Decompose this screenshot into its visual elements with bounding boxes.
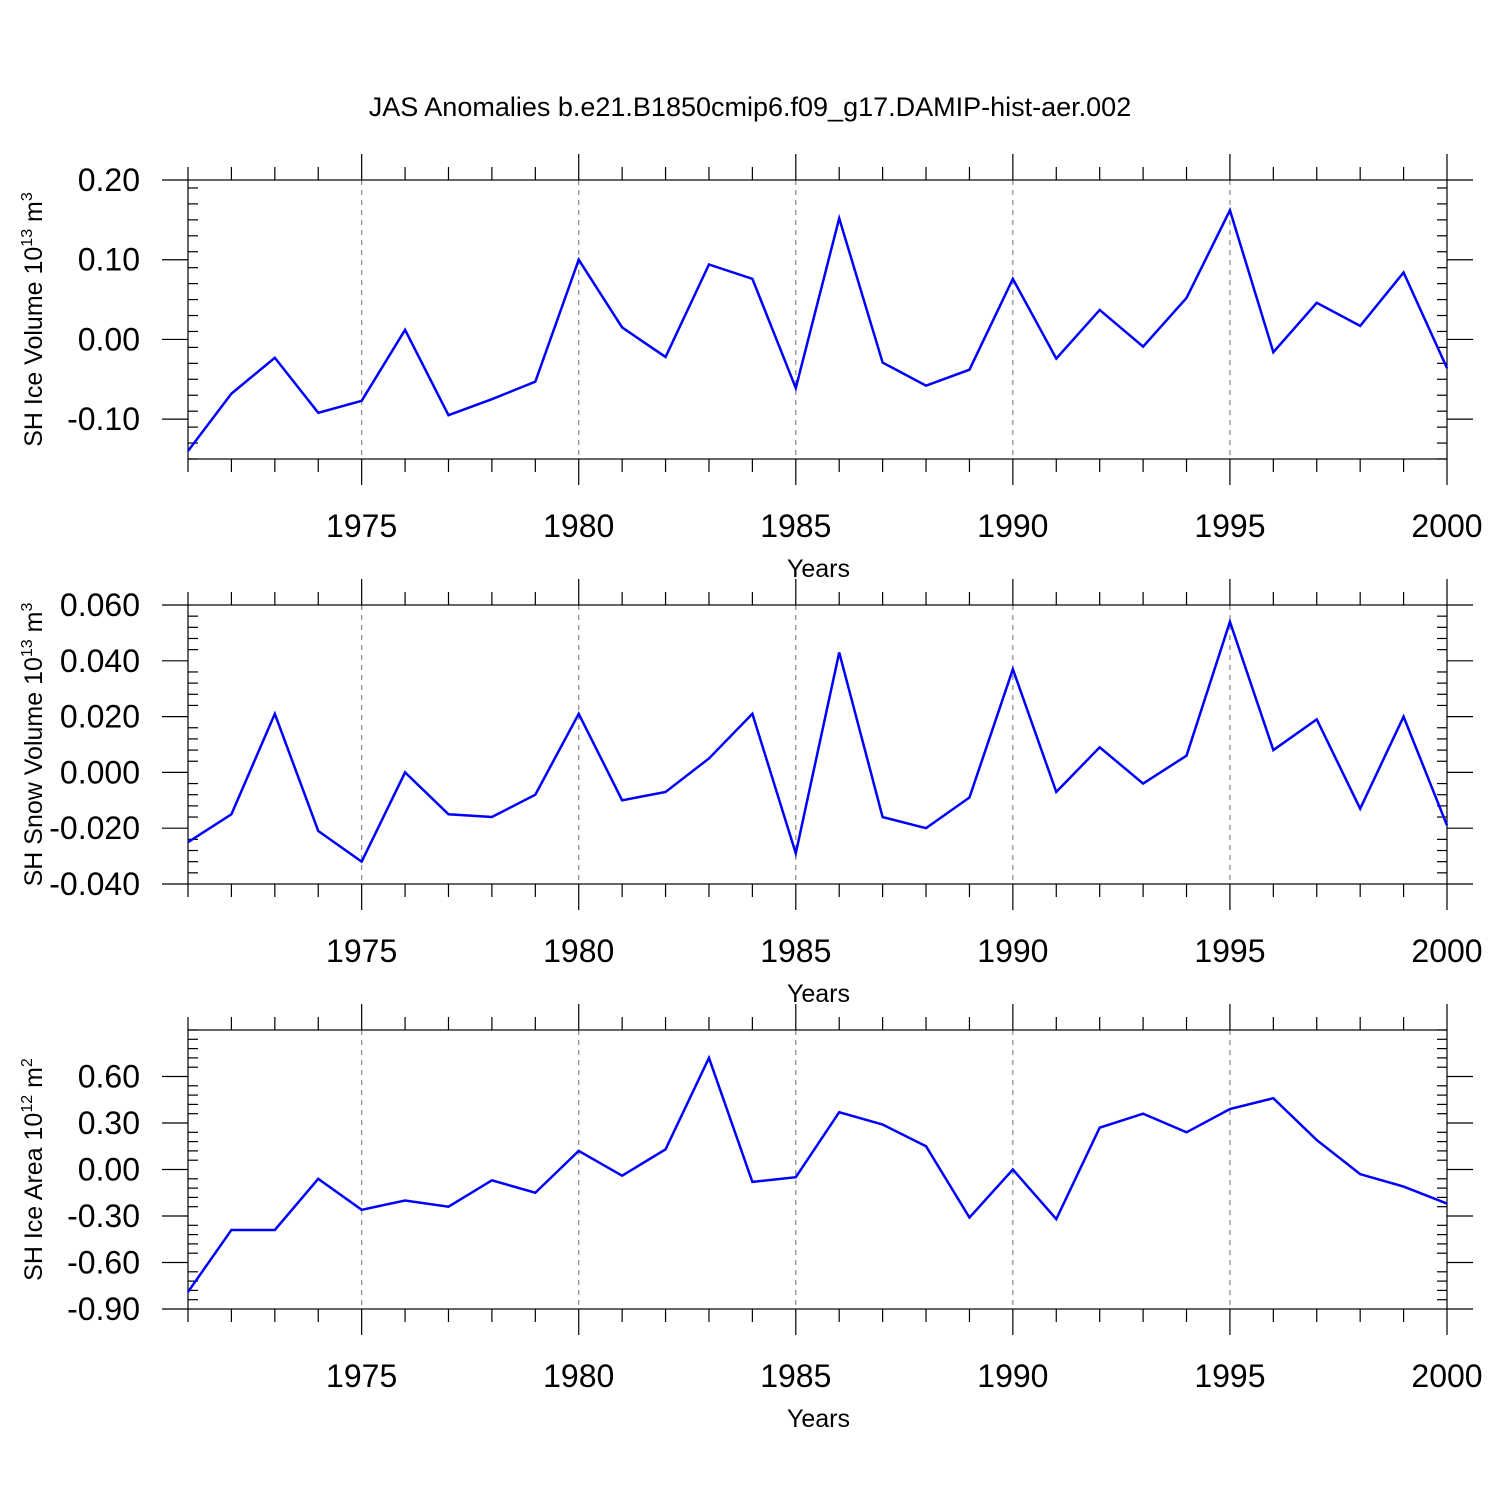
panel-ice-volume: 0.20 0.10 0.00 -0.10 1975 1980 1985 1990 1995 200… — [19, 154, 1483, 583]
y-tick-label: 0.060 — [60, 587, 140, 623]
y-tick-label: -0.60 — [67, 1245, 140, 1281]
y-axis-label: SH Ice Area 1012 m2 — [19, 1058, 48, 1281]
x-tick-label: 1995 — [1194, 508, 1265, 544]
x-tick-label: 1980 — [543, 933, 614, 969]
x-tick-label: 2000 — [1411, 1358, 1482, 1394]
x-tick-label: 2000 — [1411, 508, 1482, 544]
panels: 0.20 0.10 0.00 -0.10 1975 1980 1985 1990 1995 200… — [19, 154, 1483, 1433]
y-tick-label: 0.60 — [78, 1059, 140, 1095]
x-tick-label: 1985 — [760, 1358, 831, 1394]
x-axis-label: Years — [787, 555, 850, 583]
x-tick-label: 1995 — [1194, 1358, 1265, 1394]
y-axis-label-unit: m — [20, 1067, 48, 1095]
y-tick-label: 0.020 — [60, 699, 140, 735]
y-tick-label: 0.040 — [60, 643, 140, 679]
y-axis-label-unit-exponent: 2 — [19, 1058, 36, 1067]
x-tick-label: 1975 — [326, 1358, 397, 1394]
y-axis-label-base: SH Ice Volume 10 — [20, 247, 48, 447]
y-tick-label: -0.040 — [49, 866, 140, 902]
plot-frame — [187, 604, 1448, 885]
x-tick-label: 2000 — [1411, 933, 1482, 969]
panel-ice-area: 0.60 0.30 0.00 -0.30 -0.60 -0.90 1975 1980 1985 1… — [19, 1004, 1483, 1433]
x-tick-label: 1990 — [977, 933, 1048, 969]
y-tick-label: 0.30 — [78, 1105, 140, 1141]
y-axis-label-exponent: 13 — [19, 229, 36, 247]
x-tick-label: 1990 — [977, 508, 1048, 544]
y-tick-label: 0.000 — [60, 754, 140, 790]
y-axis-label-base: SH Snow Volume 10 — [20, 657, 48, 886]
x-tick-label: 1990 — [977, 1358, 1048, 1394]
y-tick-label: 0.00 — [78, 1152, 140, 1188]
y-axis-label-base: SH Ice Area 10 — [20, 1113, 48, 1281]
y-axis-label-unit-exponent: 3 — [19, 603, 36, 612]
x-tick-label: 1975 — [326, 508, 397, 544]
y-tick-label: 0.20 — [78, 162, 140, 198]
y-axis-label-unit: m — [20, 612, 48, 640]
x-tick-label: 1985 — [760, 508, 831, 544]
y-tick-label: -0.90 — [67, 1291, 140, 1327]
x-tick-label: 1980 — [543, 508, 614, 544]
y-tick-label: 0.10 — [78, 242, 140, 278]
x-tick-label: 1980 — [543, 1358, 614, 1394]
y-tick-label: -0.020 — [49, 810, 140, 846]
series-line-ice-volume — [187, 206, 1449, 452]
chart-title: JAS Anomalies b.e21.B1850cmip6.f09_g17.D… — [369, 92, 1131, 122]
plot-frame — [187, 179, 1448, 460]
y-axis-label-unit: m — [20, 201, 48, 229]
y-tick-label: -0.30 — [67, 1198, 140, 1234]
x-tick-label: 1985 — [760, 933, 831, 969]
y-axis-label-exponent: 13 — [19, 639, 36, 657]
y-axis-label: SH Ice Volume 1013 m3 — [19, 192, 48, 447]
series-line-ice-area — [186, 1054, 1448, 1293]
y-tick-label: 0.00 — [78, 321, 140, 357]
y-axis-label-unit-exponent: 3 — [19, 192, 36, 201]
x-axis-label: Years — [787, 980, 850, 1008]
series-line-snow-volume — [187, 617, 1449, 864]
x-tick-label: 1995 — [1194, 933, 1265, 969]
y-axis-label: SH Snow Volume 1013 m3 — [19, 603, 48, 887]
y-tick-label: -0.10 — [67, 401, 140, 437]
y-axis-label-exponent: 12 — [19, 1095, 36, 1113]
x-axis-label: Years — [787, 1405, 850, 1433]
x-tick-label: 1975 — [326, 933, 397, 969]
panel-snow-volume: 0.060 0.040 0.020 0.000 -0.020 -0.040 1975 1980… — [19, 579, 1483, 1008]
